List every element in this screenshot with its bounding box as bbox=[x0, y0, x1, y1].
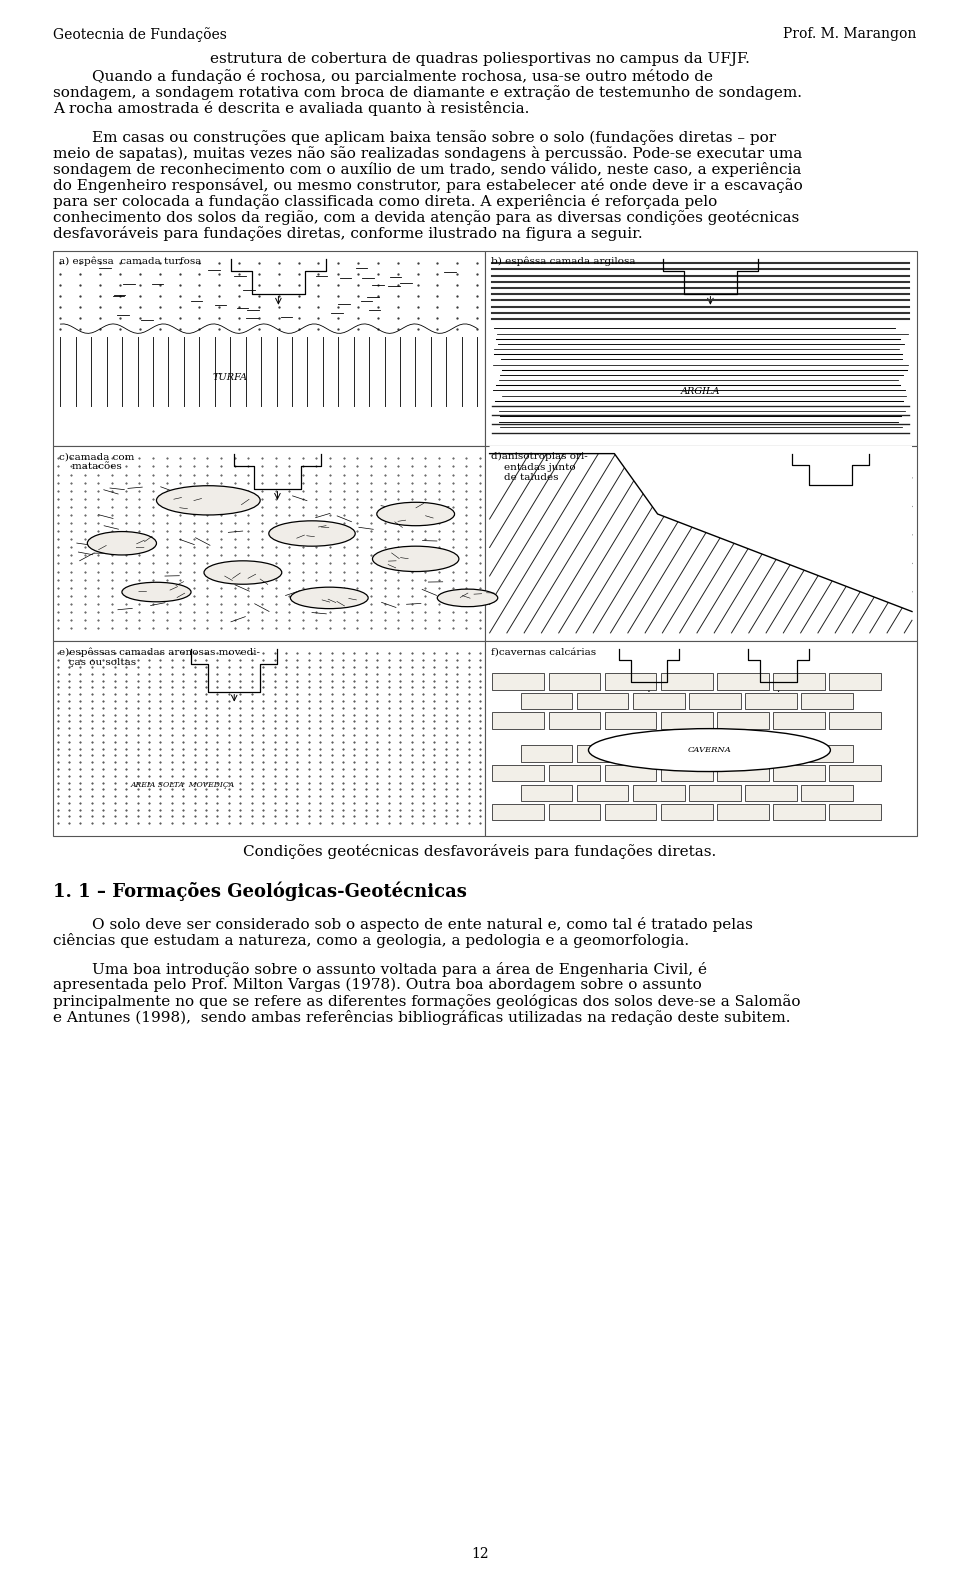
Bar bbox=[802, 745, 853, 763]
Bar bbox=[53, 641, 485, 835]
Bar bbox=[802, 693, 853, 709]
Bar bbox=[605, 712, 657, 729]
Text: CAVERNA: CAVERNA bbox=[687, 747, 732, 755]
Text: Em casas ou construções que aplicam baixa tensão sobre o solo (fundações diretas: Em casas ou construções que aplicam baix… bbox=[53, 130, 776, 146]
Text: do Engenheiro responsável, ou mesmo construtor, para estabelecer até onde deve i: do Engenheiro responsável, ou mesmo cons… bbox=[53, 177, 803, 193]
Text: desfavoráveis para fundações diretas, conforme ilustrado na figura a seguir.: desfavoráveis para fundações diretas, co… bbox=[53, 226, 642, 240]
Bar bbox=[829, 712, 881, 729]
Ellipse shape bbox=[372, 546, 459, 571]
Bar bbox=[633, 785, 684, 800]
Bar bbox=[802, 785, 853, 800]
Bar bbox=[829, 804, 881, 821]
Bar bbox=[549, 674, 600, 690]
Text: f)cavernas calcárias: f)cavernas calcárias bbox=[491, 647, 596, 657]
Text: A rocha amostrada é descrita e avaliada quanto à resistência.: A rocha amostrada é descrita e avaliada … bbox=[53, 101, 529, 115]
Bar bbox=[520, 693, 572, 709]
Text: sondagem, a sondagem rotativa com broca de diamante e extração de testemunho de : sondagem, a sondagem rotativa com broca … bbox=[53, 85, 802, 100]
Text: para ser colocada a fundação classificada como direta. A experiência é reforçada: para ser colocada a fundação classificad… bbox=[53, 193, 717, 209]
Polygon shape bbox=[490, 446, 912, 612]
Text: meio de sapatas), muitas vezes não são realizadas sondagens à percussão. Pode-se: meio de sapatas), muitas vezes não são r… bbox=[53, 146, 802, 161]
Text: Geotecnia de Fundações: Geotecnia de Fundações bbox=[53, 27, 227, 41]
Text: Condições geotécnicas desfavoráveis para fundações diretas.: Condições geotécnicas desfavoráveis para… bbox=[244, 843, 716, 859]
Ellipse shape bbox=[122, 582, 191, 601]
Text: principalmente no que se refere as diferentes formações geológicas dos solos dev: principalmente no que se refere as difer… bbox=[53, 993, 801, 1009]
Text: sondagem de reconhecimento com o auxílio de um trado, sendo válido, neste caso, : sondagem de reconhecimento com o auxílio… bbox=[53, 161, 802, 177]
Text: conhecimento dos solos da região, com a devida atenção para as diversas condiçõe: conhecimento dos solos da região, com a … bbox=[53, 209, 799, 225]
Text: 12: 12 bbox=[471, 1547, 489, 1561]
Bar bbox=[774, 674, 825, 690]
Text: O solo deve ser considerado sob o aspecto de ente natural e, como tal é tratado : O solo deve ser considerado sob o aspect… bbox=[53, 918, 753, 932]
Bar bbox=[689, 785, 741, 800]
Bar bbox=[745, 745, 797, 763]
Bar bbox=[774, 766, 825, 782]
Ellipse shape bbox=[588, 729, 830, 772]
Text: b) espêssa camada argilosa: b) espêssa camada argilosa bbox=[491, 256, 636, 266]
Text: d)anisotropias ori-
    entadas junto
    de taludes: d)anisotropias ori- entadas junto de tal… bbox=[491, 452, 588, 483]
Bar bbox=[717, 804, 769, 821]
Ellipse shape bbox=[290, 587, 368, 609]
Bar bbox=[829, 674, 881, 690]
Ellipse shape bbox=[156, 486, 260, 516]
Bar bbox=[660, 674, 712, 690]
Bar bbox=[774, 712, 825, 729]
Bar bbox=[492, 712, 544, 729]
Bar bbox=[633, 693, 684, 709]
Bar bbox=[745, 785, 797, 800]
Bar bbox=[549, 712, 600, 729]
Bar bbox=[689, 745, 741, 763]
Text: e)espêssas camadas arenosas movedi-
   ças ou soltas: e)espêssas camadas arenosas movedi- ças … bbox=[59, 647, 259, 668]
Bar bbox=[577, 745, 629, 763]
Bar bbox=[485, 446, 917, 641]
Bar bbox=[492, 766, 544, 782]
Bar bbox=[633, 745, 684, 763]
Text: Prof. M. Marangon: Prof. M. Marangon bbox=[783, 27, 917, 41]
Text: TURFA: TURFA bbox=[213, 373, 248, 381]
Bar bbox=[605, 804, 657, 821]
Bar bbox=[689, 693, 741, 709]
Text: apresentada pelo Prof. Milton Vargas (1978). Outra boa abordagem sobre o assunto: apresentada pelo Prof. Milton Vargas (19… bbox=[53, 978, 702, 992]
Bar bbox=[717, 766, 769, 782]
Bar bbox=[660, 804, 712, 821]
Ellipse shape bbox=[376, 503, 454, 525]
Bar bbox=[605, 766, 657, 782]
Text: ciências que estudam a natureza, como a geologia, a pedologia e a geomorfologia.: ciências que estudam a natureza, como a … bbox=[53, 933, 689, 948]
Bar bbox=[53, 250, 485, 446]
Bar bbox=[492, 674, 544, 690]
Bar bbox=[53, 250, 917, 835]
Text: c)camada com
    matacões: c)camada com matacões bbox=[59, 452, 134, 471]
Bar bbox=[745, 693, 797, 709]
Ellipse shape bbox=[437, 589, 497, 606]
Text: Uma boa introdução sobre o assunto voltada para a área de Engenharia Civil, é: Uma boa introdução sobre o assunto volta… bbox=[53, 962, 707, 978]
Text: Quando a fundação é rochosa, ou parcialmente rochosa, usa-se outro método de: Quando a fundação é rochosa, ou parcialm… bbox=[53, 70, 712, 84]
Bar bbox=[520, 745, 572, 763]
Text: ARGILA: ARGILA bbox=[681, 386, 721, 396]
Text: 1. 1 – Formações Geológicas-Geotécnicas: 1. 1 – Formações Geológicas-Geotécnicas bbox=[53, 881, 467, 902]
Text: a) espêssa  camada turfosa: a) espêssa camada turfosa bbox=[59, 256, 201, 266]
Bar bbox=[660, 712, 712, 729]
Bar bbox=[829, 766, 881, 782]
Bar bbox=[774, 804, 825, 821]
Bar bbox=[53, 446, 485, 641]
Bar bbox=[549, 766, 600, 782]
Bar bbox=[577, 693, 629, 709]
Text: AREIA SOLTA  MOVEDIÇA: AREIA SOLTA MOVEDIÇA bbox=[131, 782, 235, 789]
Ellipse shape bbox=[269, 520, 355, 546]
Bar bbox=[485, 641, 917, 835]
Ellipse shape bbox=[204, 562, 282, 584]
Text: e Antunes (1998),  sendo ambas referências bibliográficas utilizadas na redação : e Antunes (1998), sendo ambas referência… bbox=[53, 1009, 790, 1025]
Bar bbox=[717, 674, 769, 690]
Bar bbox=[549, 804, 600, 821]
Bar bbox=[492, 804, 544, 821]
Bar bbox=[717, 712, 769, 729]
Text: estrutura de cobertura de quadras poliesportivas no campus da UFJF.: estrutura de cobertura de quadras polies… bbox=[210, 52, 750, 66]
Bar bbox=[605, 674, 657, 690]
Ellipse shape bbox=[87, 532, 156, 555]
Bar bbox=[520, 785, 572, 800]
Bar bbox=[660, 766, 712, 782]
Bar bbox=[577, 785, 629, 800]
Bar bbox=[485, 250, 917, 446]
